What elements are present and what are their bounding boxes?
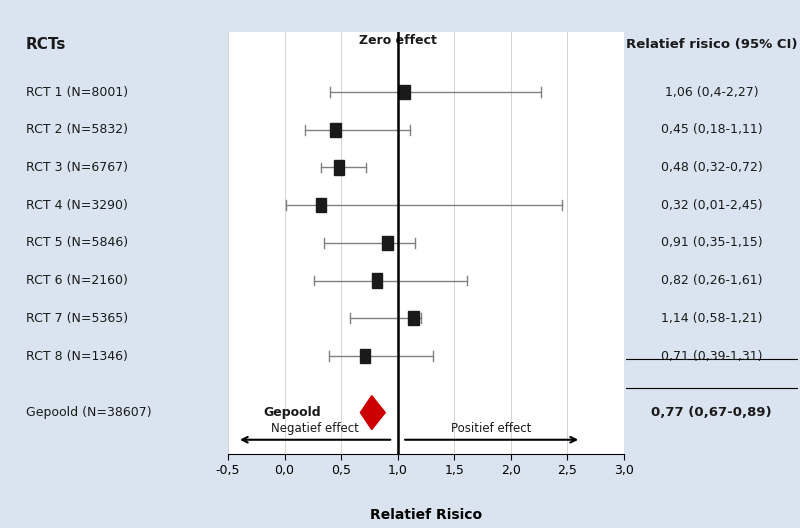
Text: RCT 8 (N=1346): RCT 8 (N=1346)	[26, 350, 127, 363]
Text: RCT 7 (N=5365): RCT 7 (N=5365)	[26, 312, 128, 325]
Text: 0,48 (0,32-0,72): 0,48 (0,32-0,72)	[661, 161, 762, 174]
Text: 0,77 (0,67-0,89): 0,77 (0,67-0,89)	[651, 406, 772, 419]
Bar	[372, 274, 382, 288]
Text: RCT 4 (N=3290): RCT 4 (N=3290)	[26, 199, 127, 212]
Bar	[409, 311, 418, 325]
Text: RCTs: RCTs	[26, 37, 66, 52]
Text: Zero effect: Zero effect	[358, 34, 437, 46]
Text: 0,91 (0,35-1,15): 0,91 (0,35-1,15)	[661, 237, 762, 249]
Text: Negatief effect: Negatief effect	[271, 422, 359, 435]
Text: 0,32 (0,01-2,45): 0,32 (0,01-2,45)	[661, 199, 762, 212]
Text: Gepoold (N=38607): Gepoold (N=38607)	[26, 406, 151, 419]
Text: 1,06 (0,4-2,27): 1,06 (0,4-2,27)	[665, 86, 758, 99]
Text: RCT 1 (N=8001): RCT 1 (N=8001)	[26, 86, 128, 99]
Bar	[382, 235, 393, 250]
Bar	[360, 349, 370, 363]
Text: Gepoold: Gepoold	[263, 406, 321, 419]
Bar	[399, 85, 410, 99]
Text: 0,82 (0,26-1,61): 0,82 (0,26-1,61)	[661, 274, 762, 287]
Text: RCT 2 (N=5832): RCT 2 (N=5832)	[26, 123, 128, 136]
Text: RCT 5 (N=5846): RCT 5 (N=5846)	[26, 237, 128, 249]
Bar	[330, 122, 341, 137]
Text: 0,71 (0,39-1,31): 0,71 (0,39-1,31)	[661, 350, 762, 363]
Bar	[334, 161, 344, 175]
Text: 0,45 (0,18-1,11): 0,45 (0,18-1,11)	[661, 123, 762, 136]
Text: Relatief risico (95% CI): Relatief risico (95% CI)	[626, 39, 798, 51]
Text: Positief effect: Positief effect	[451, 422, 532, 435]
Text: 1,14 (0,58-1,21): 1,14 (0,58-1,21)	[661, 312, 762, 325]
Text: RCT 3 (N=6767): RCT 3 (N=6767)	[26, 161, 128, 174]
X-axis label: Relatief Risico: Relatief Risico	[370, 508, 482, 522]
Text: RCT 6 (N=2160): RCT 6 (N=2160)	[26, 274, 127, 287]
Polygon shape	[360, 395, 386, 430]
Bar	[316, 198, 326, 212]
